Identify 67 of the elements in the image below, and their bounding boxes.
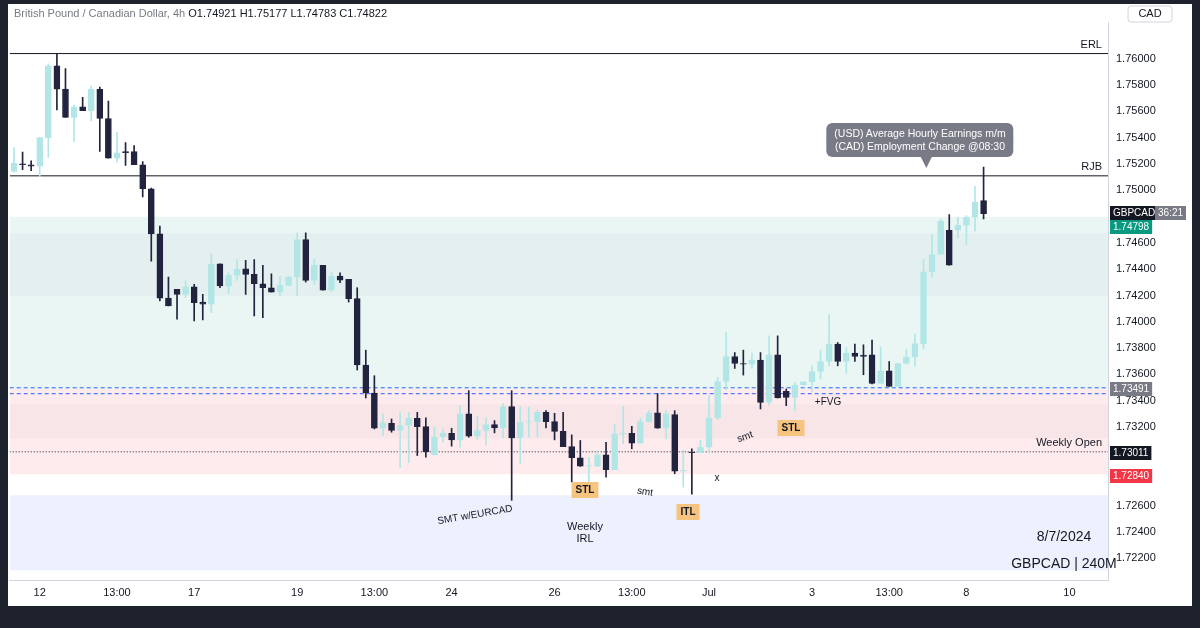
x-tick-label: 24: [445, 586, 458, 599]
candlestick: [250, 259, 258, 317]
text: 1.72840: [1113, 469, 1150, 481]
y-tick-label: 1.72400: [1116, 525, 1156, 538]
x-tick-label: Jul: [701, 586, 717, 599]
candlestick: [113, 131, 121, 163]
text: 1.74798: [1113, 220, 1150, 232]
ref-line-label: ERL: [1080, 38, 1102, 51]
text: GBPCAD: [1113, 206, 1156, 218]
candlestick: [242, 260, 249, 295]
text: 1.73491: [1113, 382, 1150, 394]
annotation: x: [714, 471, 720, 483]
y-tick-label: 1.76000: [1116, 51, 1156, 64]
y-tick-label: 1.75800: [1116, 78, 1156, 91]
candlestick: [259, 264, 267, 318]
text: 36:21: [1158, 206, 1184, 218]
y-tick-label: 1.72200: [1116, 551, 1156, 564]
y-tick-label: 1.74200: [1116, 288, 1156, 301]
x-tick-label: 12: [33, 586, 46, 599]
candlestick: [619, 405, 627, 445]
y-tick-label: 1.72600: [1116, 498, 1156, 511]
x-tick-label: 13:00: [618, 586, 646, 599]
annotation: +FVG: [814, 395, 842, 407]
x-tick-label: 3: [808, 586, 816, 599]
chart-subtitle: O1.74921 H1.75177 L1.74783 C1.74822: [188, 7, 388, 19]
candlestick: [199, 293, 207, 321]
text: 1.73011: [1113, 446, 1149, 458]
annotation: 8/7/2024: [1036, 527, 1092, 544]
annotation: STL: [781, 421, 801, 433]
ref-line-label: RJB: [1081, 160, 1102, 173]
ref-line-label: Weekly Open: [1036, 436, 1102, 449]
candlestick: [688, 448, 696, 495]
x-tick-label: 13:00: [875, 586, 903, 599]
x-tick-label: 8: [963, 586, 970, 599]
annotation: (USD) Average Hourly Earnings m/m (CAD) Employment Change @08:30: [826, 123, 1014, 157]
x-tick-label: 10: [1063, 586, 1076, 599]
y-tick-label: 1.73400: [1116, 393, 1156, 406]
candlestick: [396, 412, 404, 469]
y-tick-label: 1.73600: [1116, 367, 1156, 380]
x-tick-label: 26: [548, 586, 561, 599]
y-tick-label: 1.75200: [1116, 157, 1156, 170]
y-tick-label: 1.73200: [1116, 420, 1156, 432]
y-tick-label: 1.73800: [1116, 341, 1156, 354]
y-tick-label: 1.75000: [1116, 183, 1156, 196]
annotation: GBPCAD | 240M: [1011, 554, 1117, 571]
annotation: smt: [735, 428, 755, 445]
band-label: Weekly IRL: [567, 519, 604, 544]
annotation: STL: [575, 483, 595, 495]
y-tick-label: 1.75400: [1116, 130, 1156, 143]
y-tick-label: 1.74400: [1116, 262, 1156, 275]
candlestick: [173, 288, 181, 320]
candlestick: [405, 412, 413, 464]
y-tick-label: 1.74600: [1116, 235, 1156, 248]
candlestick: [679, 450, 687, 488]
annotation: smt: [636, 484, 655, 498]
chart-title: British Pound / Canadian Dollar, 4h: [14, 7, 186, 19]
x-tick-label: 19: [291, 586, 304, 599]
y-axis-title: CAD: [1138, 7, 1162, 20]
annotation: ITL: [680, 505, 696, 517]
y-tick-label: 1.75600: [1116, 104, 1156, 117]
y-tick-label: 1.74000: [1116, 314, 1156, 327]
x-tick-label: 17: [188, 586, 201, 599]
x-tick-label: 13:00: [103, 586, 131, 599]
candlestick: [27, 160, 35, 172]
candlestick: [413, 412, 421, 456]
x-tick-label: 13:00: [360, 586, 389, 599]
annotation: SMT w/EURCAD: [436, 502, 514, 527]
